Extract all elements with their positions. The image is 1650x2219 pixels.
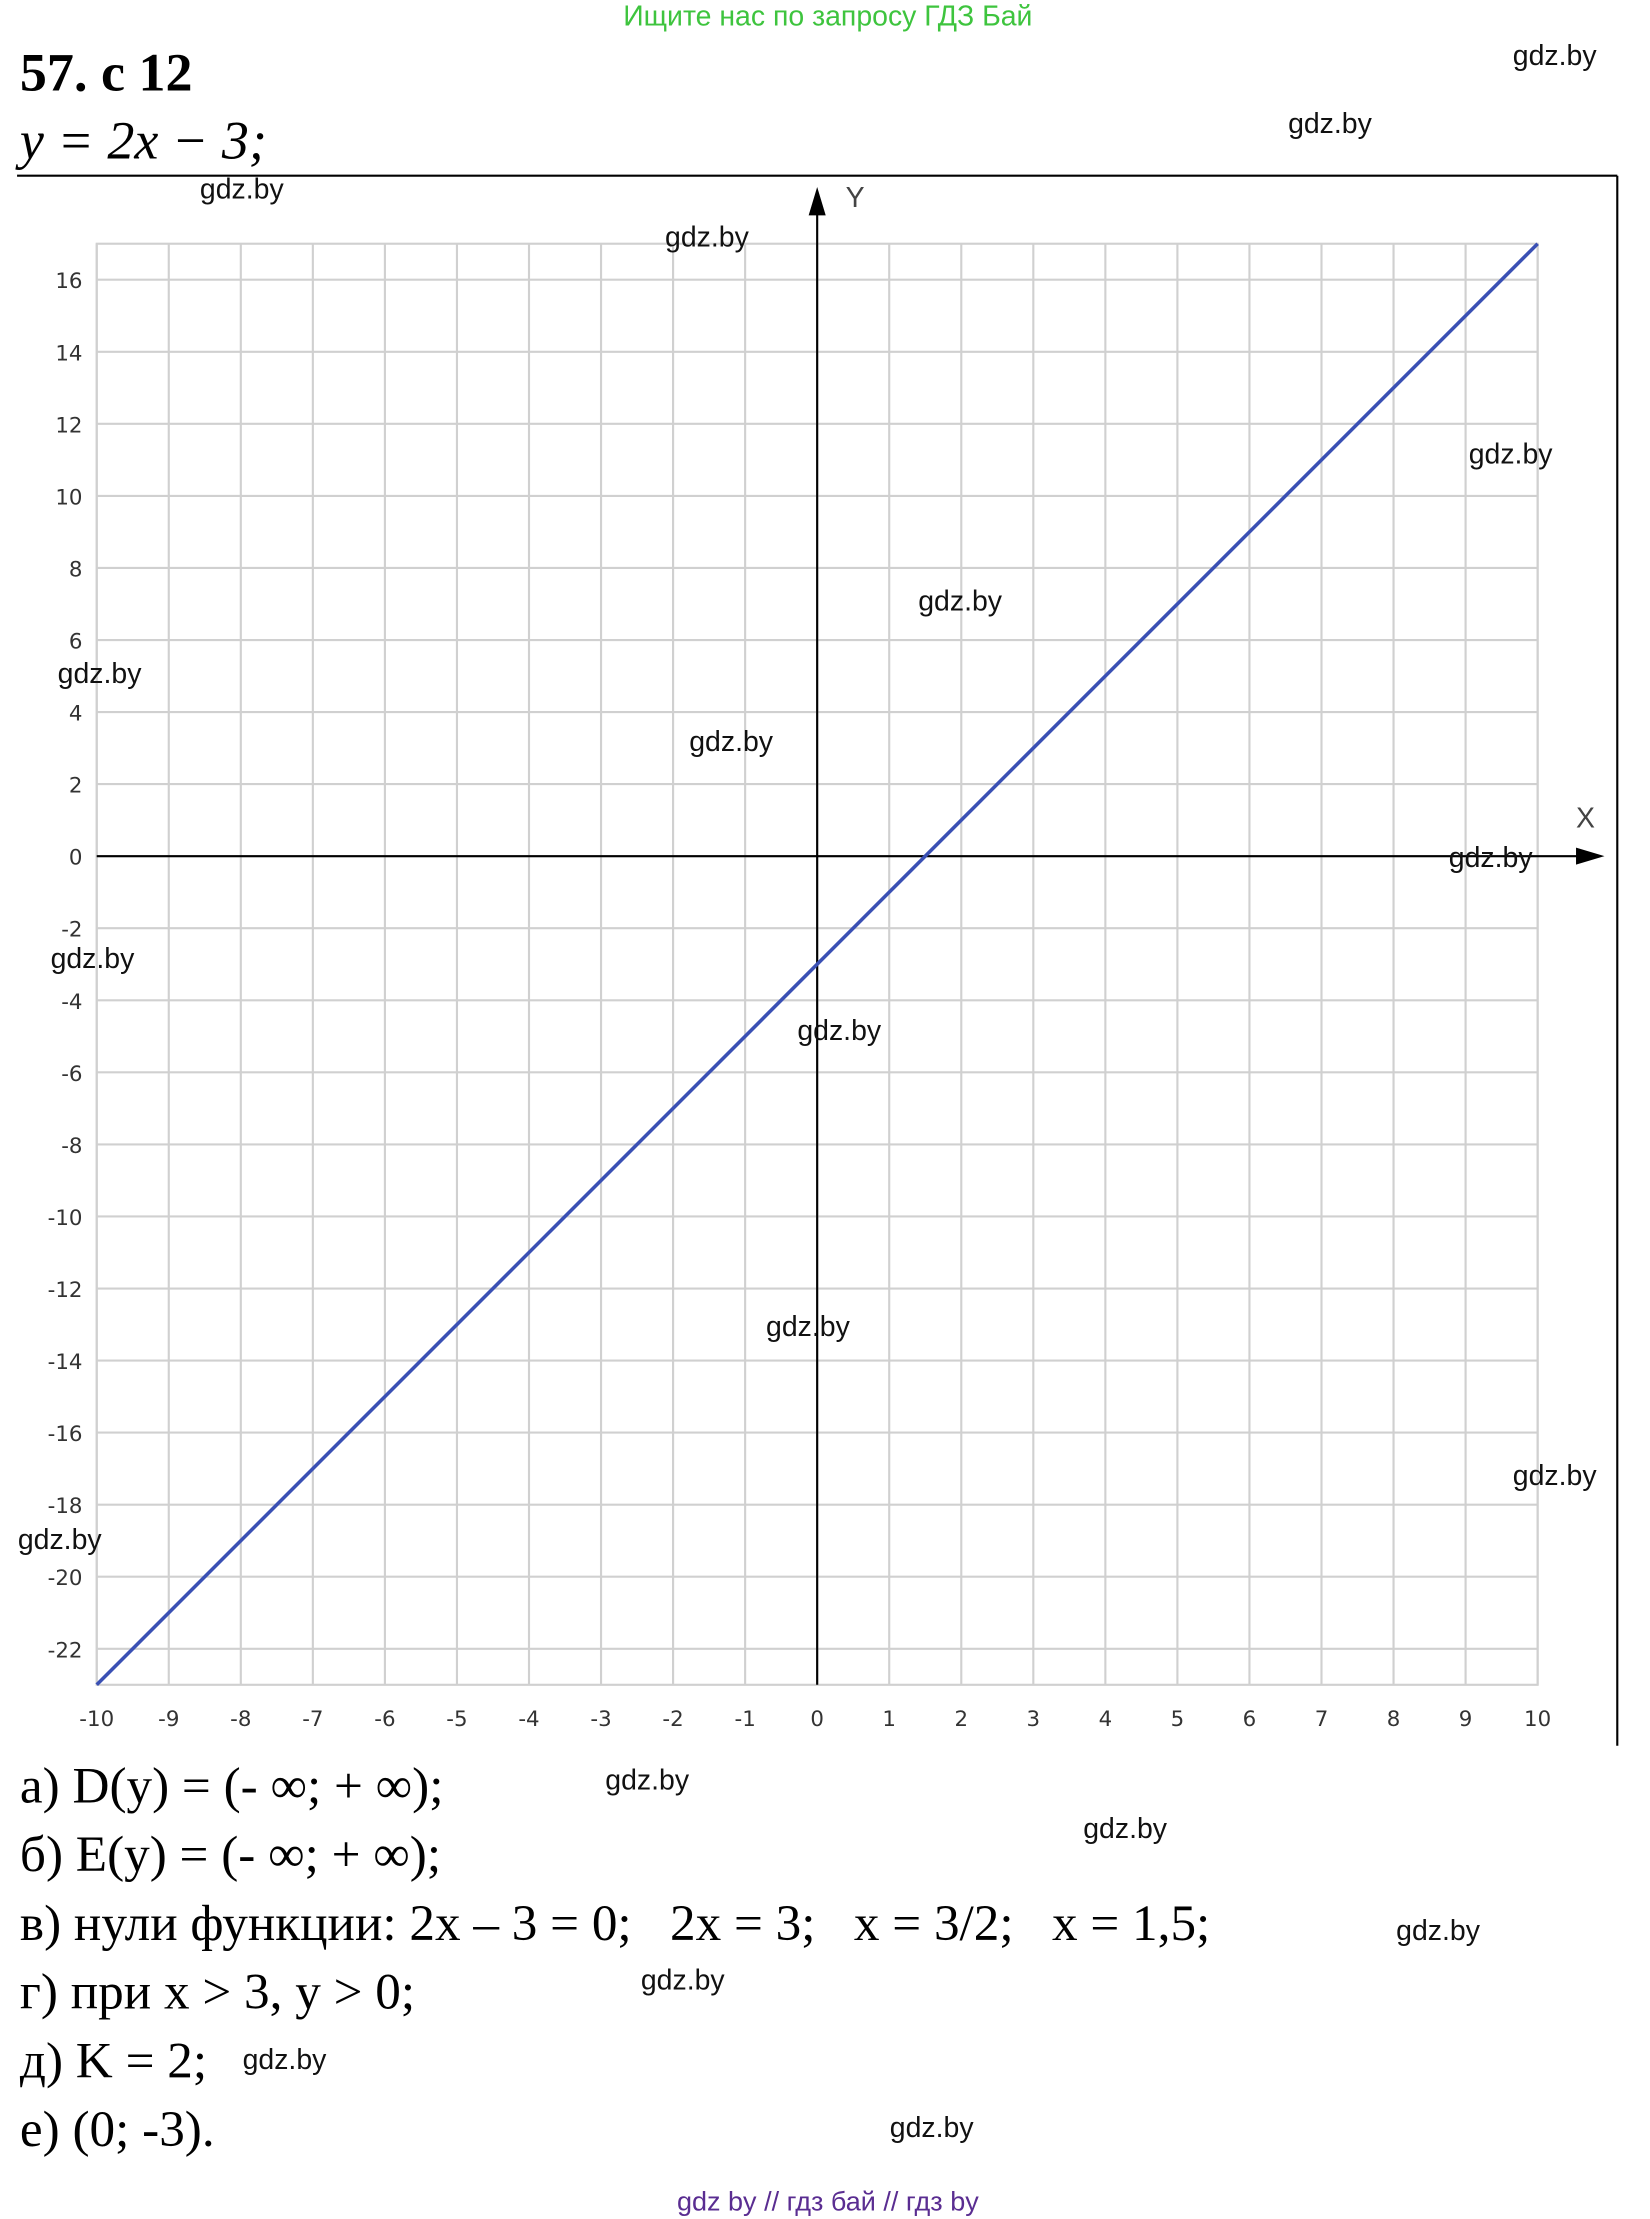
y-tick-label: -2 [61, 918, 82, 943]
y-tick-label: -10 [48, 1206, 83, 1231]
y-tick-label: 4 [69, 702, 83, 727]
watermark: gdz.by [243, 2044, 328, 2076]
answer-line: в) нули функции: 2x – 3 = 0; 2x = 3; x =… [20, 1895, 1210, 1952]
watermark: gdz.by [1513, 40, 1598, 72]
watermark: gdz.by [605, 1765, 690, 1797]
y-tick-label: 12 [55, 413, 82, 438]
y-tick-label: 0 [69, 846, 83, 871]
y-tick-label: 6 [69, 630, 83, 655]
y-tick-label: -18 [48, 1494, 83, 1519]
watermark: gdz.by [18, 1524, 103, 1556]
banner: Ищите нас по запросу ГДЗ Бай [623, 1, 1032, 33]
x-tick-label: -7 [302, 1707, 323, 1732]
y-tick-label: -22 [48, 1638, 83, 1663]
y-tick-label: -6 [61, 1062, 82, 1087]
watermark: gdz.by [58, 658, 143, 690]
watermark: gdz.by [890, 2112, 975, 2144]
y-axis-label: Y [846, 182, 865, 214]
x-tick-label: -6 [374, 1707, 395, 1732]
watermark: gdz.by [641, 1964, 726, 1996]
watermark: gdz.by [1288, 108, 1373, 140]
x-tick-label: -9 [158, 1707, 179, 1732]
title: 57. с 12 [20, 43, 193, 103]
x-tick-label: 7 [1315, 1707, 1329, 1732]
x-tick-label: -1 [734, 1707, 755, 1732]
formula: y = 2x − 3; [15, 111, 267, 171]
answer-line: е) (0; -3). [20, 2101, 215, 2158]
x-tick-label: 10 [1524, 1707, 1551, 1732]
x-tick-label: 2 [954, 1707, 968, 1732]
x-tick-label: 8 [1387, 1707, 1401, 1732]
y-tick-label: -4 [61, 990, 82, 1015]
y-tick-label: -8 [61, 1134, 82, 1159]
x-tick-label: -2 [662, 1707, 683, 1732]
y-tick-label: 16 [55, 269, 82, 294]
x-tick-label: -5 [446, 1707, 467, 1732]
x-tick-label: 0 [810, 1707, 824, 1732]
answer-line: д) K = 2; [20, 2032, 207, 2089]
watermark: gdz.by [766, 1311, 851, 1343]
answer-line: б) E(y) = (- ∞; + ∞); [20, 1826, 441, 1883]
footer: gdz by // гдз бай // гдз by [677, 2187, 979, 2217]
watermark: gdz.by [200, 173, 285, 205]
y-tick-label: -20 [48, 1566, 83, 1591]
y-tick-label: 10 [55, 485, 82, 510]
watermark: gdz.by [918, 586, 1003, 618]
x-tick-label: 3 [1027, 1707, 1041, 1732]
watermark: gdz.by [1469, 438, 1554, 470]
watermark: gdz.by [689, 726, 774, 758]
answer-line: а) D(y) = (- ∞; + ∞); [20, 1757, 444, 1814]
x-tick-label: 6 [1243, 1707, 1257, 1732]
x-tick-label: 9 [1459, 1707, 1473, 1732]
watermark: gdz.by [51, 943, 136, 975]
y-tick-label: -12 [48, 1278, 83, 1303]
x-tick-label: 5 [1171, 1707, 1185, 1732]
x-axis-label: X [1576, 803, 1595, 835]
data-line [95, 242, 1539, 1687]
x-tick-label: -3 [590, 1707, 611, 1732]
watermark: gdz.by [1083, 1813, 1168, 1845]
x-tick-label: -4 [518, 1707, 539, 1732]
x-tick-label: -10 [79, 1707, 114, 1732]
y-tick-label: 8 [69, 558, 83, 583]
watermark: gdz.by [1513, 1460, 1598, 1492]
y-tick-label: -14 [48, 1350, 83, 1375]
x-tick-label: 4 [1099, 1707, 1113, 1732]
y-tick-label: -16 [48, 1422, 83, 1447]
answer-line: г) при x > 3, y > 0; [20, 1964, 415, 2021]
y-axis-arrow [808, 187, 826, 216]
x-tick-label: -8 [230, 1707, 251, 1732]
y-tick-label: 14 [55, 341, 82, 366]
watermark: gdz.by [797, 1015, 882, 1047]
watermark: gdz.by [665, 222, 750, 254]
watermark: gdz.by [1396, 1915, 1481, 1947]
x-axis-arrow [1576, 847, 1605, 865]
chart: -10 -9 -8 -7 -6 -5 -4 -3 -2 -1 0 1 2 3 4 5 6 7 8 9 10-22-20-… [48, 182, 1605, 1732]
watermark: gdz.by [1449, 842, 1534, 874]
x-tick-label: 1 [882, 1707, 896, 1732]
watermarks: gdz.by gdz.by gdz.by gdz.by gdz.by gdz.by gdz.… [18, 40, 1598, 2144]
y-tick-label: 2 [69, 774, 83, 799]
